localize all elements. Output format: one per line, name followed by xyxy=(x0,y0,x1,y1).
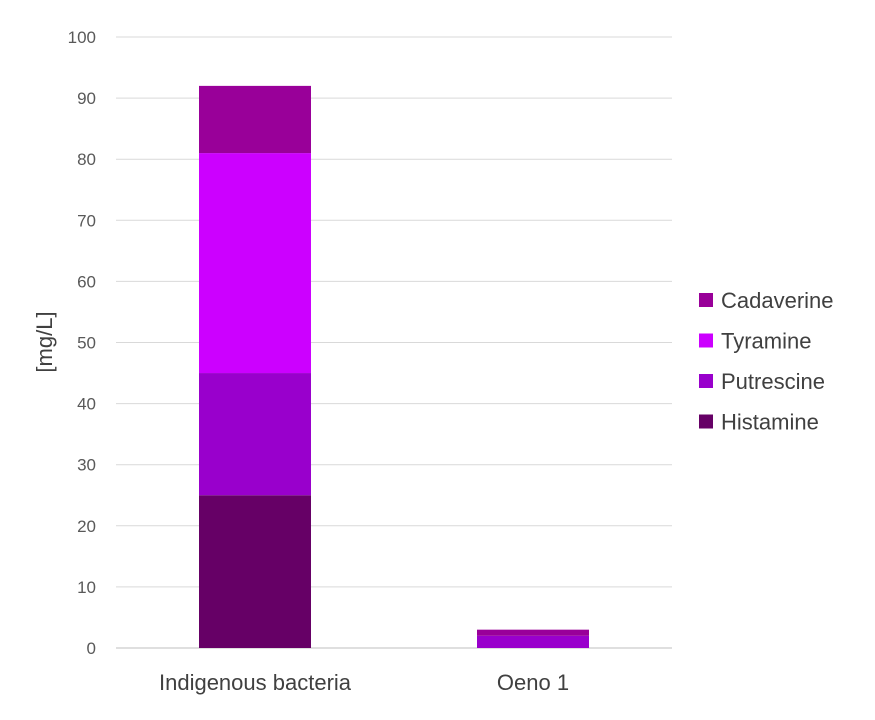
y-tick-label: 90 xyxy=(77,89,96,108)
y-tick-label: 80 xyxy=(77,150,96,169)
y-tick-label: 10 xyxy=(77,578,96,597)
y-tick-label: 60 xyxy=(77,272,96,291)
bar-cadaverine-1 xyxy=(477,629,589,636)
legend-swatch-putrescine xyxy=(699,374,713,388)
bar-putrescine-0 xyxy=(199,373,311,496)
y-tick-label: 40 xyxy=(77,395,96,414)
legend-swatch-cadaverine xyxy=(699,293,713,307)
legend-swatch-tyramine xyxy=(699,333,713,348)
y-axis-ticks: 0 10 20 30 40 50 60 70 80 90 100 xyxy=(68,28,96,658)
bars xyxy=(199,85,589,648)
y-tick-label: 30 xyxy=(77,456,96,475)
x-category-label: Indigenous bacteria xyxy=(159,670,352,695)
x-axis-categories: Indigenous bacteria Oeno 1 xyxy=(159,670,569,695)
bar-histamine-0 xyxy=(199,495,311,648)
legend: Cadaverine Tyramine Putrescine Histamine xyxy=(699,288,834,435)
legend-label-tyramine: Tyramine xyxy=(721,329,811,354)
legend-label-putrescine: Putrescine xyxy=(721,369,825,394)
legend-label-cadaverine: Cadaverine xyxy=(721,288,834,313)
bar-tyramine-0 xyxy=(199,153,311,374)
y-axis-title: [mg/L] xyxy=(32,311,57,372)
bar-cadaverine-0 xyxy=(199,85,311,154)
legend-label-histamine: Histamine xyxy=(721,410,819,435)
y-tick-label: 20 xyxy=(77,517,96,536)
y-tick-label: 100 xyxy=(68,28,96,47)
legend-swatch-histamine xyxy=(699,414,713,429)
x-category-label: Oeno 1 xyxy=(497,670,569,695)
y-tick-label: 0 xyxy=(87,639,96,658)
bar-putrescine-1 xyxy=(477,635,589,648)
y-tick-label: 70 xyxy=(77,211,96,230)
y-tick-label: 50 xyxy=(77,334,96,353)
